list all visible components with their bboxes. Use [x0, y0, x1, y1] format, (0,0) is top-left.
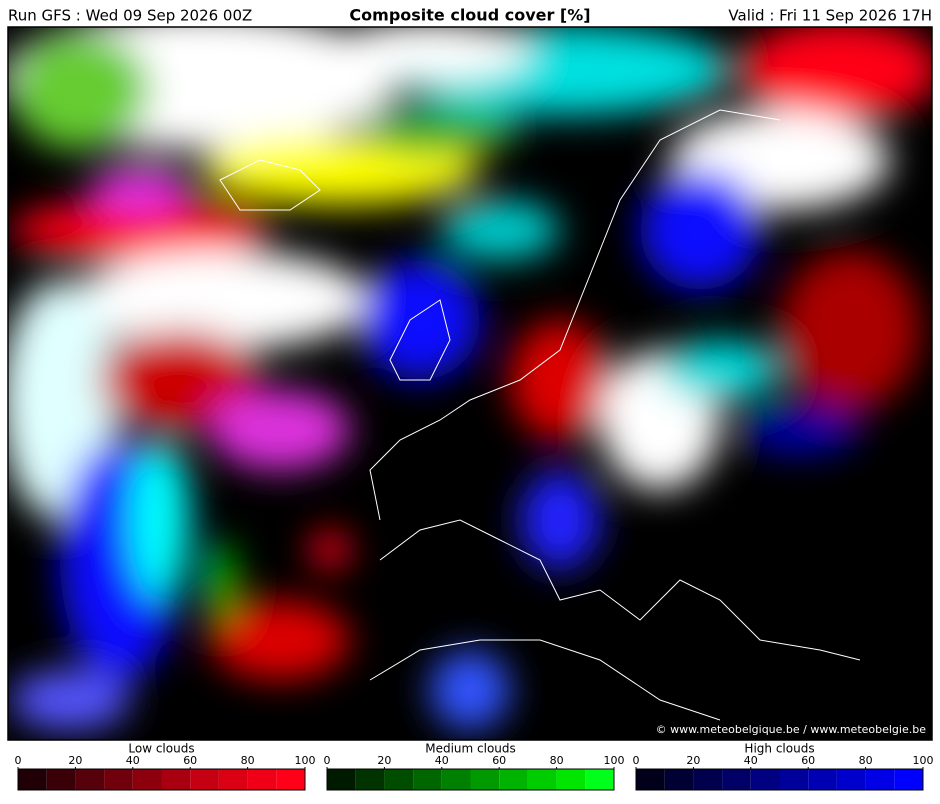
color-swatch	[585, 769, 614, 790]
tick-label: 80	[859, 754, 873, 767]
color-swatch	[779, 769, 809, 790]
color-swatch	[218, 769, 248, 790]
color-swatch	[441, 769, 471, 790]
color-swatch	[664, 769, 694, 790]
map-frame	[7, 26, 933, 741]
tick-label: 40	[744, 754, 758, 767]
color-swatch	[722, 769, 751, 790]
color-swatch	[276, 769, 305, 790]
tick-label: 100	[604, 754, 625, 767]
tick-label: 80	[550, 754, 564, 767]
color-swatch	[470, 769, 500, 790]
cloud-area	[360, 105, 520, 155]
color-swatch	[894, 769, 923, 790]
cloud-area	[210, 390, 350, 470]
tick-label: 0	[633, 754, 640, 767]
cloud-area	[330, 27, 530, 80]
color-swatch	[693, 769, 723, 790]
cloud-area	[310, 530, 350, 570]
coastline	[219, 159, 321, 211]
cloud-area	[10, 670, 130, 730]
cloud-area	[780, 250, 920, 410]
color-swatch	[327, 769, 356, 790]
cloud-area	[430, 650, 510, 730]
cloud-field	[8, 27, 932, 730]
color-swatch	[836, 769, 866, 790]
legend-label: Medium clouds	[425, 742, 516, 756]
cloud-area	[740, 27, 932, 120]
tick-label: 60	[801, 754, 815, 767]
tick-label: 20	[686, 754, 700, 767]
color-swatch	[190, 769, 219, 790]
color-swatch	[865, 769, 895, 790]
color-swatch	[18, 769, 47, 790]
color-swatch	[384, 769, 414, 790]
cloud-area	[640, 170, 760, 290]
colorbar-frame	[17, 768, 306, 791]
coastlines	[219, 109, 861, 721]
coastline	[389, 299, 451, 381]
tick-label: 100	[913, 754, 934, 767]
tick-label: 20	[68, 754, 82, 767]
color-swatch	[247, 769, 277, 790]
tick-label: 20	[377, 754, 391, 767]
cloud-area	[90, 165, 190, 215]
colorbar-frame	[635, 768, 924, 791]
tick-label: 40	[435, 754, 449, 767]
legend-label: Low clouds	[128, 742, 194, 756]
color-swatch	[132, 769, 162, 790]
map-title: Composite cloud cover [%]	[349, 6, 590, 25]
color-swatch	[413, 769, 442, 790]
tick-label: 0	[15, 754, 22, 767]
tick-label: 40	[126, 754, 140, 767]
run-info: Run GFS : Wed 09 Sep 2026 00Z	[8, 7, 252, 25]
tick-label: 60	[492, 754, 506, 767]
cloud-area	[510, 320, 610, 440]
color-swatch	[161, 769, 191, 790]
color-swatch	[355, 769, 385, 790]
tick-label: 100	[295, 754, 316, 767]
credit: © www.meteobelgique.be / www.meteobelgie…	[656, 723, 927, 736]
cloud-area	[440, 200, 560, 260]
cloud-area	[205, 540, 235, 620]
tick-label: 0	[324, 754, 331, 767]
cloud-area	[10, 200, 270, 260]
valid-time: Valid : Fri 11 Sep 2026 17H	[728, 7, 932, 25]
cloud-area	[130, 440, 190, 600]
coastline	[369, 639, 721, 721]
color-swatch	[750, 769, 780, 790]
color-swatch	[527, 769, 557, 790]
colorbar-frame	[326, 768, 615, 791]
tick-label: 80	[241, 754, 255, 767]
cloud-area	[520, 470, 600, 570]
color-swatch	[46, 769, 76, 790]
color-swatch	[636, 769, 665, 790]
cloud-area	[740, 405, 860, 455]
cloud-area	[70, 250, 370, 350]
cloud-area	[10, 30, 150, 150]
color-swatch	[556, 769, 586, 790]
color-swatch	[499, 769, 528, 790]
color-swatch	[75, 769, 105, 790]
color-swatch	[104, 769, 133, 790]
cloud-area	[360, 260, 480, 380]
tick-label: 60	[183, 754, 197, 767]
cloud-area	[660, 340, 780, 400]
cloud-area	[210, 600, 350, 680]
coastline	[369, 109, 781, 521]
legend-label: High clouds	[744, 742, 814, 756]
color-swatch	[808, 769, 837, 790]
cloud-area	[100, 330, 260, 430]
coastline	[379, 519, 861, 661]
